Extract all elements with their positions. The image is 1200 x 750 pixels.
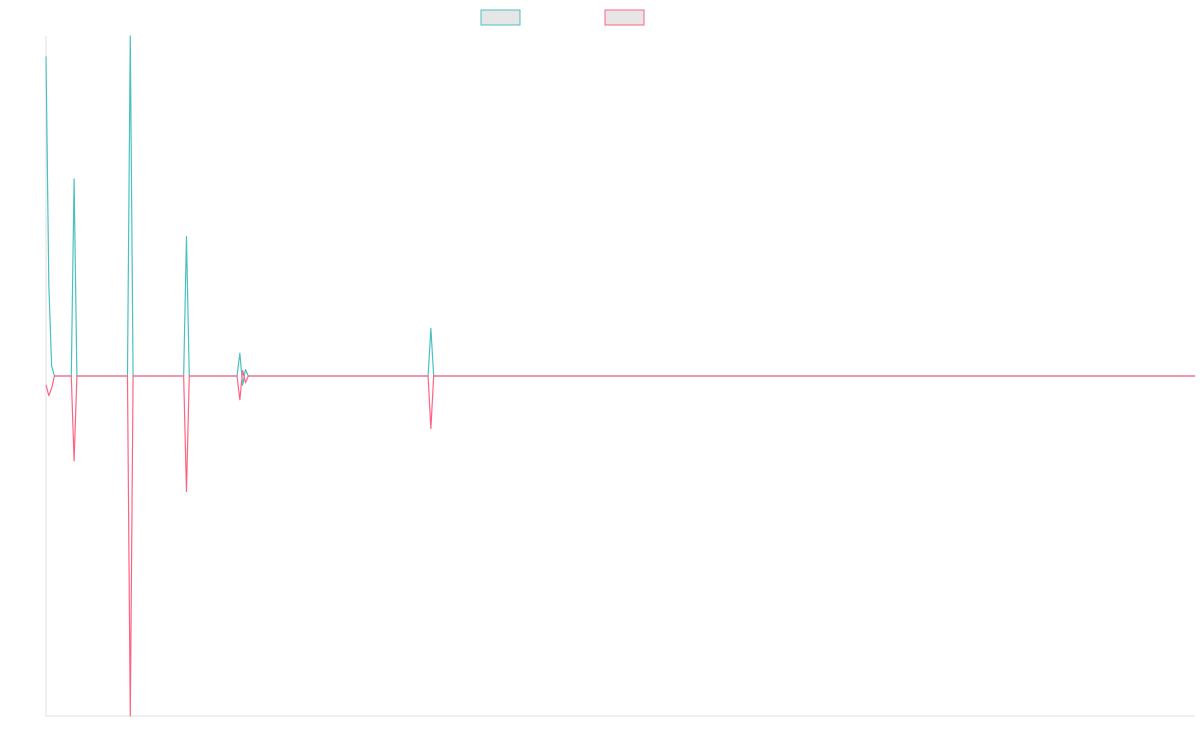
- series-line-a: [45, 35, 1195, 386]
- series-line-b: [45, 369, 1195, 717]
- legend: [480, 9, 645, 26]
- legend-swatch-series-a[interactable]: [480, 9, 521, 26]
- axes: [45, 36, 1195, 717]
- legend-swatch-series-b[interactable]: [604, 9, 645, 26]
- plot-area: [45, 35, 1195, 717]
